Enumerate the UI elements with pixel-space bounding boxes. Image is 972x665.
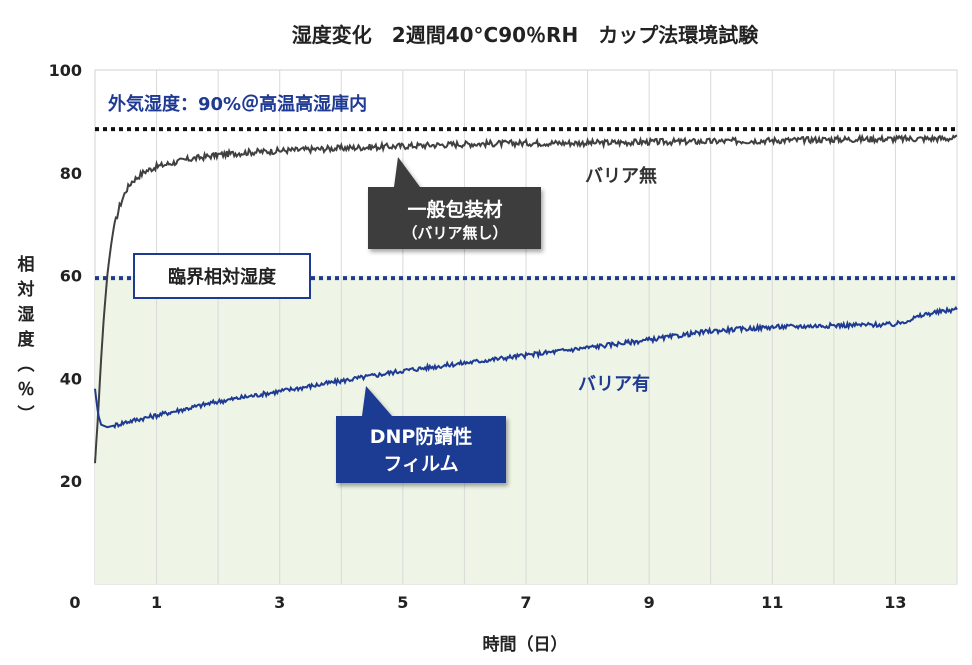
x-tick-label: 3 bbox=[274, 593, 285, 612]
y-axis-label-char: 湿 bbox=[18, 305, 35, 325]
y-tick-label: 100 bbox=[49, 61, 82, 80]
outside-humidity-label: 外気湿度：90%＠高温高湿庫内 bbox=[108, 93, 367, 115]
series-label-no-barrier: バリア無 bbox=[585, 165, 657, 187]
series-line-barrier bbox=[94, 305, 958, 430]
y-axis-label-char: 対 bbox=[17, 279, 35, 300]
x-tick-label: 7 bbox=[520, 593, 531, 612]
critical-humidity-box: 臨界相対湿度 bbox=[133, 253, 311, 299]
x-tick-label: 5 bbox=[397, 593, 408, 612]
callout-barrier bbox=[336, 386, 506, 483]
y-tick-label: 80 bbox=[60, 164, 82, 183]
x-tick-label: 0 bbox=[69, 593, 80, 612]
y-axis-label-char: 相 bbox=[18, 254, 35, 275]
series-line-no-barrier bbox=[94, 133, 958, 464]
x-axis-label: 時間（日） bbox=[483, 634, 568, 655]
series-label-barrier: バリア有 bbox=[578, 373, 650, 395]
y-axis-label-char: ︵ bbox=[18, 355, 35, 375]
x-tick-label: 1 bbox=[151, 593, 162, 612]
callout-barrier-line2: フィルム bbox=[383, 453, 458, 475]
callout-no-barrier-line1: 一般包装材 bbox=[407, 198, 502, 221]
x-tick-label: 11 bbox=[761, 593, 783, 612]
y-axis-label-char: 度 bbox=[18, 329, 36, 350]
callout-no-barrier-line2: （バリア無し） bbox=[402, 224, 507, 242]
x-tick-label: 13 bbox=[884, 593, 906, 612]
chart-title: 湿度変化 2週間40°C90％RH カップ法環境試験 bbox=[292, 23, 759, 47]
y-tick-label: 20 bbox=[60, 472, 82, 491]
y-tick-label: 60 bbox=[60, 267, 82, 286]
y-axis-label-char: ％ bbox=[18, 380, 35, 400]
callout-barrier-line1: DNP防錆性 bbox=[370, 425, 473, 448]
x-tick-label: 9 bbox=[644, 593, 655, 612]
callout-no-barrier bbox=[368, 157, 541, 249]
critical-humidity-label: 臨界相対湿度 bbox=[168, 266, 277, 288]
y-axis-label: 相対湿度 ︵ ％ ︶ bbox=[17, 254, 36, 425]
y-tick-label: 40 bbox=[60, 369, 82, 388]
y-axis-label-char: ︶ bbox=[18, 404, 35, 425]
